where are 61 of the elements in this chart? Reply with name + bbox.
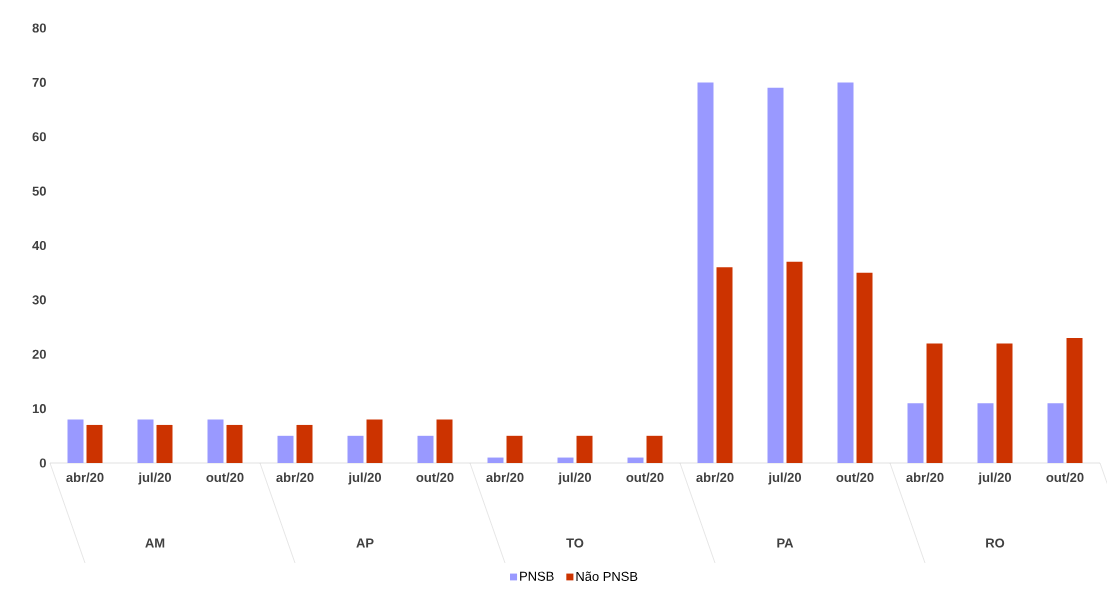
- bar: [856, 272, 873, 463]
- bar: [137, 419, 154, 463]
- bar: [627, 457, 644, 463]
- bar: [646, 435, 663, 463]
- bar: [1066, 337, 1083, 463]
- y-tick-label: 20: [32, 349, 46, 359]
- bar: [67, 419, 84, 463]
- text: AM: [145, 538, 165, 548]
- bar: [786, 261, 803, 463]
- y-tick-label: 10: [32, 404, 46, 414]
- bar: [417, 435, 434, 463]
- y-tick-label: 40: [32, 240, 46, 251]
- bar: [436, 419, 453, 463]
- bar: [907, 403, 924, 463]
- bar: [347, 435, 364, 463]
- legend-label: PNSB: [520, 571, 554, 581]
- x-tick-label: jul/20: [768, 472, 802, 485]
- x-tick-label: abr/20: [486, 472, 524, 483]
- bar: [277, 435, 294, 463]
- y-tick-label: 80: [32, 23, 46, 33]
- bar: [557, 457, 574, 463]
- bar: [996, 343, 1013, 463]
- bar: [207, 419, 224, 463]
- bar: [1047, 403, 1064, 463]
- bar: [576, 435, 593, 463]
- bar: [977, 403, 994, 463]
- bar: [716, 267, 733, 463]
- x-tick-label: abr/20: [66, 472, 104, 483]
- y-tick-label: 0: [39, 458, 46, 468]
- x-tick-label: out/20: [836, 472, 874, 483]
- text: PA: [777, 538, 794, 548]
- bar: [837, 82, 854, 463]
- x-tick-label: out/20: [626, 472, 664, 483]
- text: AP: [356, 538, 374, 548]
- bar: [487, 457, 504, 463]
- y-tick-label: 70: [32, 77, 46, 87]
- legend-label: Não PNSB: [576, 571, 638, 581]
- x-tick-label: abr/20: [696, 472, 734, 483]
- bar: [366, 419, 383, 463]
- x-tick-label: out/20: [1046, 472, 1084, 483]
- x-tick-label: abr/20: [276, 472, 314, 483]
- bar: [86, 424, 103, 463]
- x-tick-label: jul/20: [978, 472, 1012, 485]
- y-tick-label: 60: [32, 132, 46, 142]
- x-tick-label: jul/20: [348, 472, 382, 485]
- x-tick-label: out/20: [416, 472, 454, 483]
- x-tick-label: out/20: [206, 472, 244, 483]
- bar: [697, 82, 714, 463]
- bar: [506, 435, 523, 463]
- bar: [156, 424, 173, 463]
- bar: [767, 87, 784, 463]
- bar: [296, 424, 313, 463]
- y-tick-label: 30: [32, 295, 46, 305]
- bar: [226, 424, 243, 463]
- text: TO: [566, 538, 584, 548]
- x-tick-label: abr/20: [906, 472, 944, 483]
- y-tick-label: 50: [32, 186, 46, 196]
- x-tick-label: jul/20: [558, 472, 592, 485]
- bar: [926, 343, 943, 463]
- text: RO: [986, 538, 1005, 548]
- x-tick-label: jul/20: [138, 472, 172, 485]
